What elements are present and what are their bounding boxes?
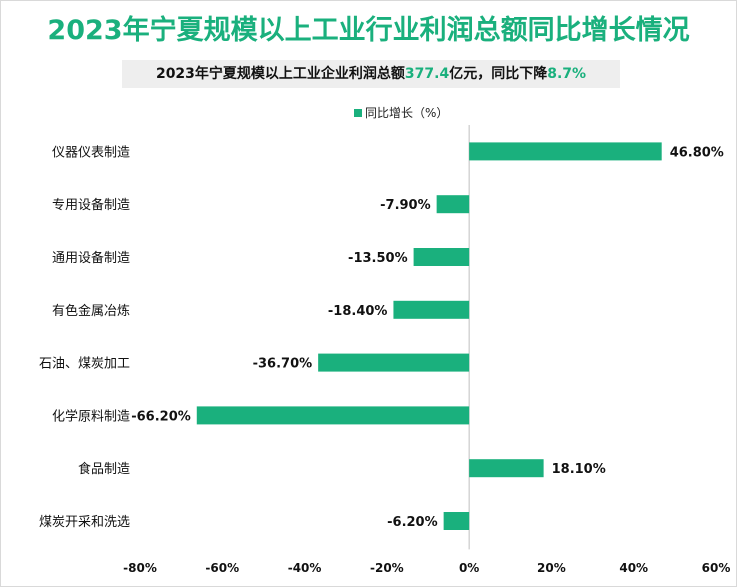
bar bbox=[443, 512, 470, 530]
category-label: 仪器仪表制造 bbox=[52, 145, 130, 160]
category-label: 有色金属冶炼 bbox=[52, 303, 130, 319]
bar bbox=[196, 406, 470, 425]
x-tick-label: -20% bbox=[370, 561, 404, 575]
subtitle-prefix: 2023年宁夏规模以上工业企业利润总额 bbox=[155, 66, 405, 82]
value-label: 46.80% bbox=[670, 145, 724, 160]
value-label: -7.90% bbox=[380, 198, 431, 213]
bar bbox=[393, 300, 470, 319]
bar bbox=[436, 195, 470, 214]
category-label: 石油、煤炭加工 bbox=[39, 357, 130, 372]
x-tick-label: -40% bbox=[288, 561, 322, 575]
x-tick-label: 60% bbox=[702, 561, 731, 575]
category-label: 食品制造 bbox=[78, 461, 130, 477]
bar bbox=[413, 248, 470, 266]
subtitle-decline-value: 8.7% bbox=[547, 66, 587, 82]
chart-subtitle: 2023年宁夏规模以上工业企业利润总额377.4亿元，同比下降8.7% bbox=[122, 60, 620, 88]
x-tick-label: -80% bbox=[123, 561, 157, 575]
legend-label: 同比增长（%） bbox=[365, 106, 449, 120]
x-tick-label: 40% bbox=[619, 561, 648, 575]
category-label: 通用设备制造 bbox=[52, 250, 130, 266]
category-label: 煤炭开采和洗选 bbox=[39, 515, 130, 530]
category-label: 化学原料制造 bbox=[52, 408, 130, 424]
bar bbox=[318, 353, 470, 372]
value-label: 18.10% bbox=[552, 462, 606, 477]
subtitle-middle: 亿元，同比下降 bbox=[449, 66, 548, 82]
chart-title: 2023年宁夏规模以上工业行业利润总额同比增长情况 bbox=[47, 15, 690, 46]
x-tick-label: 20% bbox=[537, 561, 566, 575]
legend-swatch bbox=[354, 109, 362, 117]
category-label: 专用设备制造 bbox=[52, 197, 130, 213]
x-tick-label: 0% bbox=[459, 561, 479, 575]
subtitle-profit-value: 377.4 bbox=[404, 66, 450, 82]
bar bbox=[469, 459, 544, 478]
value-label: -36.70% bbox=[253, 357, 313, 372]
bar bbox=[469, 142, 662, 161]
value-label: -66.20% bbox=[131, 409, 191, 424]
value-label: -18.40% bbox=[328, 304, 388, 319]
legend: 同比增长（%） bbox=[354, 104, 448, 121]
value-label: -13.50% bbox=[348, 251, 408, 266]
value-label: -6.20% bbox=[387, 515, 438, 530]
x-tick-label: -60% bbox=[205, 561, 239, 575]
